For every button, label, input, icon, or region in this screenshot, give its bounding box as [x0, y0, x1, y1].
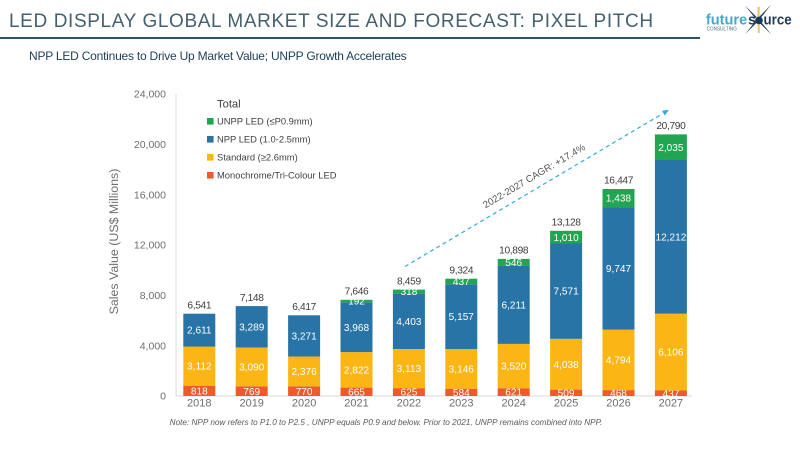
svg-text:2,376: 2,376 [291, 367, 317, 378]
svg-text:12,212: 12,212 [655, 232, 686, 243]
svg-text:6,417: 6,417 [292, 302, 316, 313]
svg-text:2019: 2019 [239, 398, 263, 410]
svg-text:625: 625 [400, 388, 417, 399]
svg-text:2023: 2023 [449, 398, 473, 410]
svg-text:509: 509 [558, 388, 575, 399]
svg-text:UNPP LED (≤P0.9mm): UNPP LED (≤P0.9mm) [217, 116, 313, 127]
svg-text:818: 818 [191, 387, 208, 398]
svg-text:0: 0 [160, 391, 166, 403]
svg-text:12,000: 12,000 [134, 240, 166, 252]
svg-text:6,211: 6,211 [501, 300, 526, 311]
svg-text:Monochrome/Tri-Colour LED: Monochrome/Tri-Colour LED [217, 170, 337, 181]
svg-text:13,128: 13,128 [552, 218, 582, 229]
svg-text:4,000: 4,000 [140, 340, 166, 352]
svg-text:10,898: 10,898 [499, 246, 529, 257]
svg-text:urce: urce [764, 13, 792, 29]
svg-text:7,571: 7,571 [553, 287, 579, 298]
svg-text:2022-2027 CAGR: +17.4%: 2022-2027 CAGR: +17.4% [481, 142, 587, 211]
svg-text:584: 584 [453, 388, 470, 399]
svg-text:2,611: 2,611 [187, 326, 212, 337]
svg-text:6,541: 6,541 [187, 300, 211, 311]
svg-text:2018: 2018 [187, 398, 211, 410]
svg-text:2027: 2027 [659, 398, 683, 410]
svg-text:3,113: 3,113 [397, 364, 422, 375]
svg-text:Total: Total [217, 99, 241, 111]
svg-text:2025: 2025 [554, 398, 578, 410]
svg-text:769: 769 [243, 387, 260, 398]
svg-text:2021: 2021 [344, 398, 368, 410]
svg-text:7,148: 7,148 [240, 293, 264, 304]
svg-text:4,794: 4,794 [606, 356, 632, 367]
svg-text:NPP LED (1.0-2.5mm): NPP LED (1.0-2.5mm) [217, 134, 311, 145]
svg-text:621: 621 [505, 388, 522, 399]
svg-text:6,106: 6,106 [658, 348, 684, 359]
svg-text:546: 546 [505, 258, 522, 269]
svg-text:Standard (≥2.6mm): Standard (≥2.6mm) [217, 152, 298, 163]
svg-text:2,822: 2,822 [344, 366, 370, 377]
svg-text:1,438: 1,438 [606, 194, 632, 205]
svg-text:2022: 2022 [397, 398, 421, 410]
svg-text:3,520: 3,520 [501, 362, 527, 373]
svg-text:5,157: 5,157 [449, 312, 475, 323]
svg-text:20,790: 20,790 [656, 121, 686, 132]
svg-text:192: 192 [348, 297, 365, 308]
svg-text:437: 437 [453, 277, 470, 288]
svg-text:770: 770 [296, 387, 313, 398]
svg-text:9,324: 9,324 [449, 265, 473, 276]
svg-text:3,271: 3,271 [291, 331, 317, 342]
svg-text:3,090: 3,090 [239, 363, 265, 374]
svg-text:20,000: 20,000 [134, 139, 166, 151]
svg-text:8,000: 8,000 [140, 290, 166, 302]
svg-text:24,000: 24,000 [134, 89, 166, 101]
svg-text:Sales Value (US$ Millions): Sales Value (US$ Millions) [107, 169, 121, 315]
svg-text:468: 468 [610, 389, 627, 400]
svg-text:7,646: 7,646 [345, 287, 369, 298]
svg-text:3,112: 3,112 [187, 362, 212, 373]
svg-text:s: s [748, 13, 756, 29]
svg-text:3,146: 3,146 [449, 365, 475, 376]
svg-text:Note: NPP now refers to P1.0 t: Note: NPP now refers to P1.0 to P2.5 , U… [170, 418, 603, 427]
svg-text:3,968: 3,968 [344, 323, 370, 334]
svg-text:2020: 2020 [292, 398, 316, 410]
svg-text:16,447: 16,447 [604, 176, 634, 187]
svg-text:318: 318 [400, 287, 417, 298]
svg-text:2,035: 2,035 [658, 143, 684, 154]
svg-text:CONSULTING: CONSULTING [707, 27, 737, 33]
svg-text:2024: 2024 [501, 398, 525, 410]
svg-text:4,403: 4,403 [396, 317, 422, 328]
svg-text:437: 437 [662, 389, 679, 400]
svg-text:3,289: 3,289 [239, 322, 265, 333]
svg-text:2026: 2026 [606, 398, 630, 410]
svg-text:665: 665 [348, 387, 365, 398]
svg-text:future: future [706, 13, 747, 29]
svg-text:1,010: 1,010 [553, 233, 579, 244]
svg-text:9,747: 9,747 [606, 264, 632, 275]
svg-text:4,038: 4,038 [553, 360, 579, 371]
svg-text:16,000: 16,000 [134, 189, 166, 201]
svg-text:8,459: 8,459 [397, 276, 421, 287]
